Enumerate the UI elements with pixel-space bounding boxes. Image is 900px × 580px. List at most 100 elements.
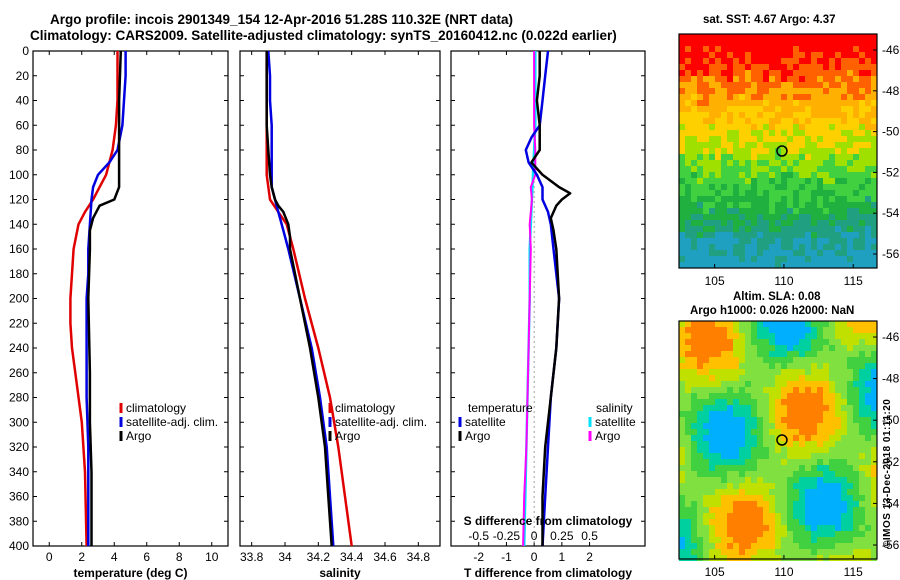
map-cell [703, 507, 709, 513]
map-cell [829, 160, 835, 166]
map-cell [859, 345, 865, 351]
map-cell [715, 321, 721, 327]
map-cell [697, 555, 703, 561]
map-cell [769, 507, 775, 513]
map-cell [757, 435, 763, 441]
map-cell [841, 220, 847, 226]
map-cell [793, 525, 799, 531]
legend-label: Argo [126, 429, 152, 443]
map-cell [793, 112, 799, 118]
map-cell [871, 190, 877, 196]
map-cell [727, 399, 733, 405]
map-cell [763, 202, 769, 208]
map-cell [865, 220, 871, 226]
map-cell [769, 399, 775, 405]
map-cell [865, 184, 871, 190]
map-cell [865, 483, 871, 489]
map-cell [703, 411, 709, 417]
map-cell [715, 184, 721, 190]
map-cell [799, 232, 805, 238]
map-cell [811, 154, 817, 160]
map-cell [847, 202, 853, 208]
map-y-tick-label: -48 [882, 84, 900, 98]
map-cell [697, 100, 703, 106]
map-cell [721, 465, 727, 471]
map-cell [721, 441, 727, 447]
map-cell [817, 76, 823, 82]
x-tick-label: 10 [205, 550, 219, 564]
map-cell [721, 178, 727, 184]
map-cell [703, 226, 709, 232]
map-cell [739, 256, 745, 262]
map-cell [817, 549, 823, 555]
map-cell [817, 327, 823, 333]
map-cell [805, 447, 811, 453]
map-cell [823, 375, 829, 381]
map-cell [757, 226, 763, 232]
map-cell [781, 184, 787, 190]
map-cell [763, 345, 769, 351]
map-cell [823, 327, 829, 333]
map-cell [865, 124, 871, 130]
map-cell [871, 549, 877, 555]
map-cell [763, 495, 769, 501]
map-cell [751, 88, 757, 94]
map-cell [811, 232, 817, 238]
map-cell [865, 375, 871, 381]
map-cell [865, 148, 871, 154]
map-cell [865, 262, 871, 268]
map-cell [703, 423, 709, 429]
map-cell [799, 489, 805, 495]
map-cell [781, 507, 787, 513]
map-cell [679, 411, 685, 417]
map-cell [691, 537, 697, 543]
map-cell [769, 537, 775, 543]
map-cell [679, 88, 685, 94]
map-cell [805, 375, 811, 381]
map-cell [733, 166, 739, 172]
map-cell [781, 76, 787, 82]
map-cell [763, 166, 769, 172]
map-cell [757, 172, 763, 178]
map-cell [715, 363, 721, 369]
map-cell [679, 76, 685, 82]
map-cell [721, 399, 727, 405]
map-cell [715, 118, 721, 124]
map-cell [769, 501, 775, 507]
map-cell [835, 351, 841, 357]
map-cell [679, 399, 685, 405]
map-cell [823, 525, 829, 531]
map-cell [709, 262, 715, 268]
map-cell [787, 130, 793, 136]
map-cell [871, 441, 877, 447]
map-cell [751, 178, 757, 184]
map-cell [745, 34, 751, 40]
map-cell [787, 495, 793, 501]
map-cell [805, 477, 811, 483]
map-y-tick-label: -46 [882, 330, 900, 344]
map-cell [721, 333, 727, 339]
map-cell [811, 106, 817, 112]
map-cell [781, 202, 787, 208]
map-cell [793, 333, 799, 339]
map-cell [799, 399, 805, 405]
map-cell [703, 363, 709, 369]
map-cell [829, 387, 835, 393]
map-cell [847, 441, 853, 447]
map-cell [805, 327, 811, 333]
y-tick-label: 300 [9, 415, 29, 429]
map-cell [727, 543, 733, 549]
map-cell [871, 321, 877, 327]
map-cell [745, 453, 751, 459]
map-cell [847, 399, 853, 405]
map-cell [769, 202, 775, 208]
map-cell [853, 423, 859, 429]
map-cell [727, 82, 733, 88]
map-cell [853, 52, 859, 58]
map-cell [739, 321, 745, 327]
map-cell [841, 118, 847, 124]
map-cell [769, 525, 775, 531]
map-cell [805, 226, 811, 232]
map-cell [727, 537, 733, 543]
map-cell [835, 387, 841, 393]
